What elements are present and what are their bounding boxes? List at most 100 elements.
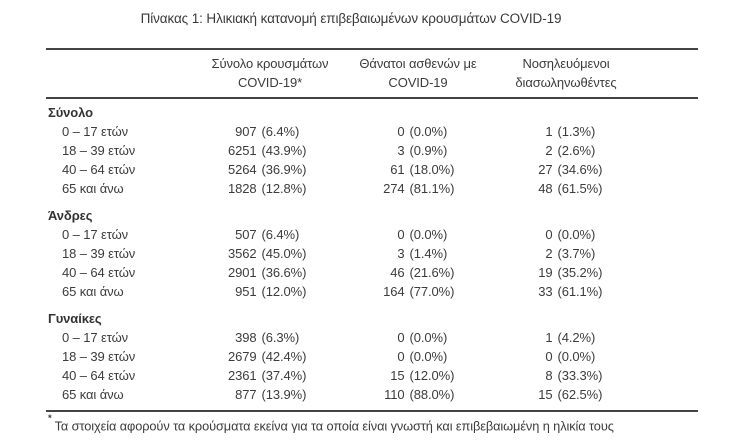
deaths-cell: 3 (1.4%) [344, 244, 492, 263]
deaths-count: 3 [397, 246, 405, 261]
cases-count: 877 [235, 387, 257, 402]
deaths-percent: (81.1%) [409, 181, 455, 196]
column-header-deaths-line2: COVID-19 [388, 75, 448, 90]
cases-cell: 398 (6.3%) [196, 328, 344, 347]
deaths-cell: 15 (12.0%) [344, 366, 492, 385]
table-row: 40 – 64 ετών 2901 (36.6%) 46 (21.6%) 19 (35… [46, 263, 698, 282]
row-label: 0 – 17 ετών [62, 330, 129, 345]
deaths-count: 3 [397, 143, 405, 158]
deaths-percent: (18.0%) [409, 162, 455, 177]
intubated-count: 15 [538, 387, 553, 402]
footnote-text: Τα στοιχεία αφορούν τα κρούσματα εκείνα … [54, 418, 614, 434]
cases-percent: (36.9%) [261, 162, 307, 177]
deaths-percent: (0.0%) [409, 349, 448, 364]
intubated-count: 1 [545, 124, 553, 139]
cases-percent: (6.3%) [261, 330, 300, 345]
column-header-intubated-line2: διασωληνωθέντες [515, 75, 617, 90]
row-label: 18 – 39 ετών [62, 246, 136, 261]
row-label: 40 – 64 ετών [62, 265, 136, 280]
intubated-count: 19 [538, 265, 553, 280]
intubated-percent: (1.3%) [557, 124, 596, 139]
cases-cell: 1828 (12.8%) [196, 179, 344, 198]
table-title: Πίνακας 1: Ηλικιακή κατανομή επιβεβαιωμέ… [140, 11, 562, 26]
intubated-percent: (35.2%) [557, 265, 603, 280]
intubated-percent: (4.2%) [557, 330, 596, 345]
intubated-count: 48 [538, 181, 553, 196]
cases-percent: (45.0%) [261, 246, 307, 261]
row-label: 65 και άνω [62, 387, 124, 402]
cases-count: 3562 [227, 246, 257, 261]
deaths-percent: (0.0%) [409, 330, 448, 345]
deaths-count: 0 [397, 349, 405, 364]
cases-percent: (42.4%) [261, 349, 307, 364]
deaths-cell: 0 (0.0%) [344, 225, 492, 244]
deaths-cell: 0 (0.0%) [344, 347, 492, 366]
cases-cell: 3562 (45.0%) [196, 244, 344, 263]
intubated-cell: 15 (62.5%) [492, 385, 640, 404]
column-header-cases-line2: COVID-19* [237, 75, 303, 90]
deaths-cell: 164 (77.0%) [344, 282, 492, 301]
footnote-marker: * [48, 413, 52, 424]
deaths-percent: (77.0%) [409, 284, 455, 299]
cases-count: 2679 [227, 349, 257, 364]
cases-percent: (13.9%) [261, 387, 307, 402]
intubated-percent: (3.7%) [557, 246, 596, 261]
cases-count: 2901 [227, 265, 257, 280]
deaths-percent: (0.0%) [409, 124, 448, 139]
deaths-count: 164 [383, 284, 405, 299]
cases-percent: (6.4%) [261, 227, 300, 242]
deaths-cell: 0 (0.0%) [344, 328, 492, 347]
table-row: 65 και άνω 877 (13.9%) 110 (88.0%) 15 (62.5… [46, 385, 698, 404]
intubated-percent: (34.6%) [557, 162, 603, 177]
deaths-cell: 110 (88.0%) [344, 385, 492, 404]
cases-percent: (12.8%) [261, 181, 307, 196]
intubated-cell: 2 (2.6%) [492, 141, 640, 160]
table-row: 40 – 64 ετών 2361 (37.4%) 15 (12.0%) 8 (33.… [46, 366, 698, 385]
deaths-count: 46 [390, 265, 405, 280]
table-row: 0 – 17 ετών 398 (6.3%) 0 (0.0%) 1 (4.2%) [46, 328, 698, 347]
deaths-count: 0 [397, 124, 405, 139]
section-women: Γυναίκες 0 – 17 ετών 398 (6.3%) 0 (0.0%) 1… [46, 309, 698, 404]
row-label: 65 και άνω [62, 181, 124, 196]
intubated-cell: 48 (61.5%) [492, 179, 640, 198]
intubated-percent: (0.0%) [557, 349, 596, 364]
cases-count: 507 [235, 227, 257, 242]
intubated-cell: 8 (33.3%) [492, 366, 640, 385]
cases-cell: 2679 (42.4%) [196, 347, 344, 366]
intubated-count: 0 [545, 227, 553, 242]
column-header-deaths: Θάνατοι ασθενών με COVID-19 [344, 54, 492, 92]
cases-percent: (37.4%) [261, 368, 307, 383]
column-header-deaths-line1: Θάνατοι ασθενών με [359, 56, 477, 71]
cases-count: 907 [235, 124, 257, 139]
deaths-count: 0 [397, 330, 405, 345]
cases-count: 951 [235, 284, 257, 299]
cases-cell: 907 (6.4%) [196, 122, 344, 141]
cases-count: 2361 [227, 368, 257, 383]
intubated-percent: (33.3%) [557, 368, 603, 383]
column-header-cases-line1: Σύνολο κρουσμάτων [211, 56, 329, 71]
section-total: Σύνολο 0 – 17 ετών 907 (6.4%) 0 (0.0%) 1 (1… [46, 103, 698, 198]
intubated-count: 1 [545, 330, 553, 345]
deaths-cell: 0 (0.0%) [344, 122, 492, 141]
deaths-count: 110 [384, 387, 405, 402]
table-row: 65 και άνω 951 (12.0%) 164 (77.0%) 33 (61.1… [46, 282, 698, 301]
cases-percent: (12.0%) [261, 284, 307, 299]
section-label: Σύνολο [48, 105, 93, 120]
intubated-cell: 19 (35.2%) [492, 263, 640, 282]
cases-cell: 877 (13.9%) [196, 385, 344, 404]
column-header-intubated-line1: Νοσηλευόμενοι [522, 56, 610, 71]
deaths-percent: (12.0%) [409, 368, 455, 383]
row-label: 40 – 64 ετών [62, 368, 136, 383]
cases-count: 6251 [227, 143, 257, 158]
section-men: Άνδρες 0 – 17 ετών 507 (6.4%) 0 (0.0%) 0 (0… [46, 206, 698, 301]
intubated-percent: (61.1%) [557, 284, 603, 299]
deaths-count: 61 [390, 162, 405, 177]
intubated-cell: 1 (4.2%) [492, 328, 640, 347]
cases-count: 5264 [227, 162, 257, 177]
column-header-intubated: Νοσηλευόμενοι διασωληνωθέντες [492, 54, 640, 92]
deaths-count: 15 [390, 368, 405, 383]
table-row: 18 – 39 ετών 2679 (42.4%) 0 (0.0%) 0 (0.0%) [46, 347, 698, 366]
deaths-cell: 46 (21.6%) [344, 263, 492, 282]
intubated-cell: 1 (1.3%) [492, 122, 640, 141]
